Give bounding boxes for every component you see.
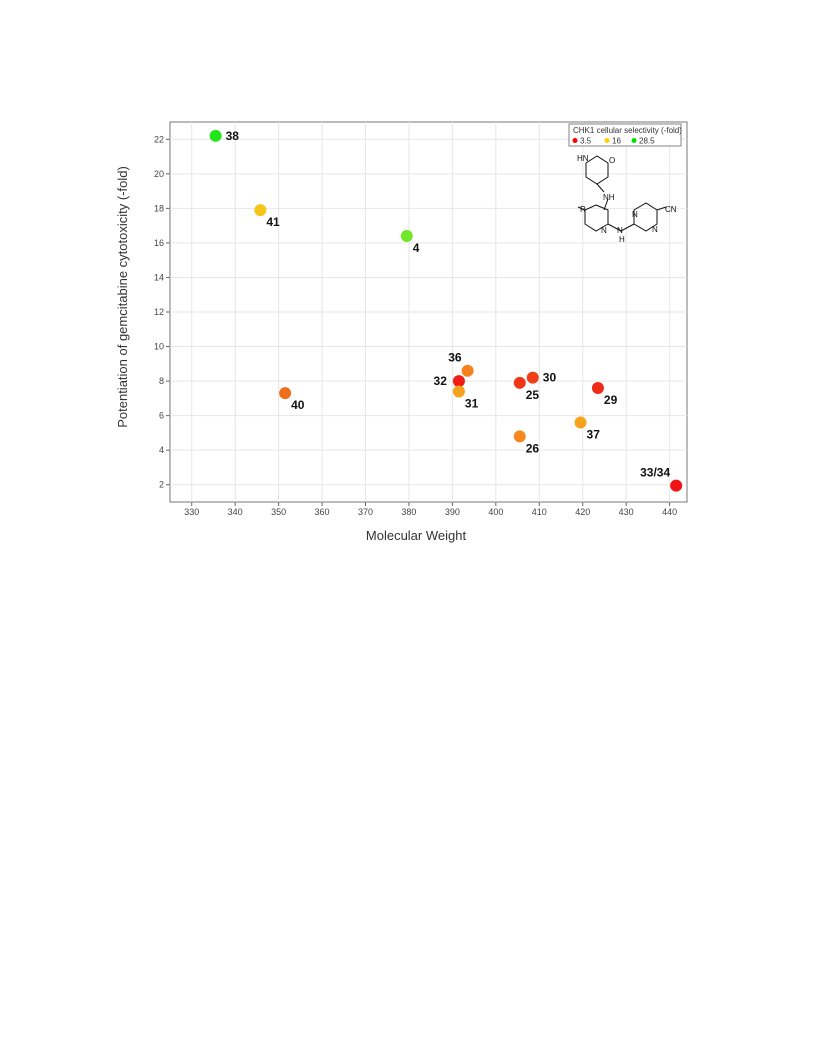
x-axis-title: Molecular Weight [366,528,467,543]
y-axis-title: Potentiation of gemcitabine cytotoxicity… [115,166,130,428]
legend: CHK1 cellular selectivity (-fold) 3.5 16 2… [568,123,682,147]
data-point-26 [513,430,526,443]
x-tick-label: 330 [184,507,199,517]
x-tick-label: 420 [575,507,590,517]
structure-label-n-amine: N [617,226,623,235]
legend-marker [572,138,578,143]
data-point-41 [254,204,267,217]
y-tick-label: 4 [159,445,164,455]
data-point-4 [400,230,413,242]
nitrile-bond [656,206,667,211]
legend-box [568,123,682,147]
y-tick-label: 18 [154,203,164,213]
x-tick-label: 380 [401,507,416,517]
x-tick-label: 390 [445,507,460,517]
data-point-33/34 [670,479,683,492]
morpholine-ring [585,155,609,185]
legend-entry-label: 16 [612,137,621,146]
x-tick-label: 360 [315,507,330,517]
structure-label-h: H [619,235,625,244]
y-tick-label: 22 [154,134,164,144]
data-point-38 [209,129,222,142]
structure-label-hn: HN [577,154,589,163]
amine-bond [607,223,635,232]
x-tick-label: 370 [358,507,373,517]
data-point-36 [461,364,474,377]
legend-marker [631,138,637,143]
data-label-33/34: 33/34 [640,466,670,480]
data-point-32 [452,375,465,388]
data-point-40 [279,387,292,400]
y-tick-label: 2 [159,480,164,490]
x-tick-label: 410 [532,507,547,517]
structure-label-cn: CN [665,205,677,214]
structure-label-n-pyridine: N [601,226,607,235]
r-bond [577,206,586,211]
structure-label-o: O [609,156,615,165]
structure-label-nh: NH [603,193,615,202]
data-point-37 [574,416,587,429]
y-tick-label: 6 [159,411,164,421]
data-point-30 [526,371,539,384]
x-tick-label: 350 [271,507,286,517]
y-tick-label: 12 [154,307,164,317]
data-label-38: 38 [226,129,240,143]
data-label-31: 31 [465,396,479,410]
x-tick-label: 400 [488,507,503,517]
structure-label-n-pyrazine-bottom: N [652,225,658,234]
legend-entry-label: 28.5 [639,137,655,146]
data-label-30: 30 [543,371,557,385]
structure-label-r: R [580,205,586,214]
legend-entry-label: 3.5 [580,137,592,146]
data-point-25 [513,376,526,389]
data-point-31 [452,385,465,398]
legend-marker [604,138,610,143]
x-axis-ticks: 330 340 350 360 370 380 390 400 410 420 430 440 [184,502,677,517]
x-tick-label: 440 [662,507,677,517]
data-label-4: 4 [413,241,420,255]
y-tick-label: 20 [154,169,164,179]
data-label-36: 36 [448,351,462,365]
y-tick-label: 8 [159,376,164,386]
data-label-29: 29 [604,393,618,407]
legend-title: CHK1 cellular selectivity (-fold) [573,126,682,135]
data-label-32: 32 [434,374,448,388]
y-tick-label: 14 [154,272,164,282]
legend-entries: 3.5 16 28.5 [572,137,655,146]
structure-label-n-pyrazine-top: N [632,210,638,219]
data-label-25: 25 [526,388,540,402]
data-label-41: 41 [266,215,280,229]
data-point-29 [591,382,604,394]
x-tick-label: 430 [619,507,634,517]
data-label-40: 40 [291,398,305,412]
y-axis-ticks: 2 4 6 8 10 12 14 16 18 20 22 [154,134,170,490]
x-tick-label: 340 [228,507,243,517]
y-tick-label: 16 [154,238,164,248]
chemical-structure: HN O NH R N N H N N CN [577,154,677,244]
data-label-37: 37 [587,428,601,442]
data-label-26: 26 [526,441,540,455]
y-tick-label: 10 [154,342,164,352]
